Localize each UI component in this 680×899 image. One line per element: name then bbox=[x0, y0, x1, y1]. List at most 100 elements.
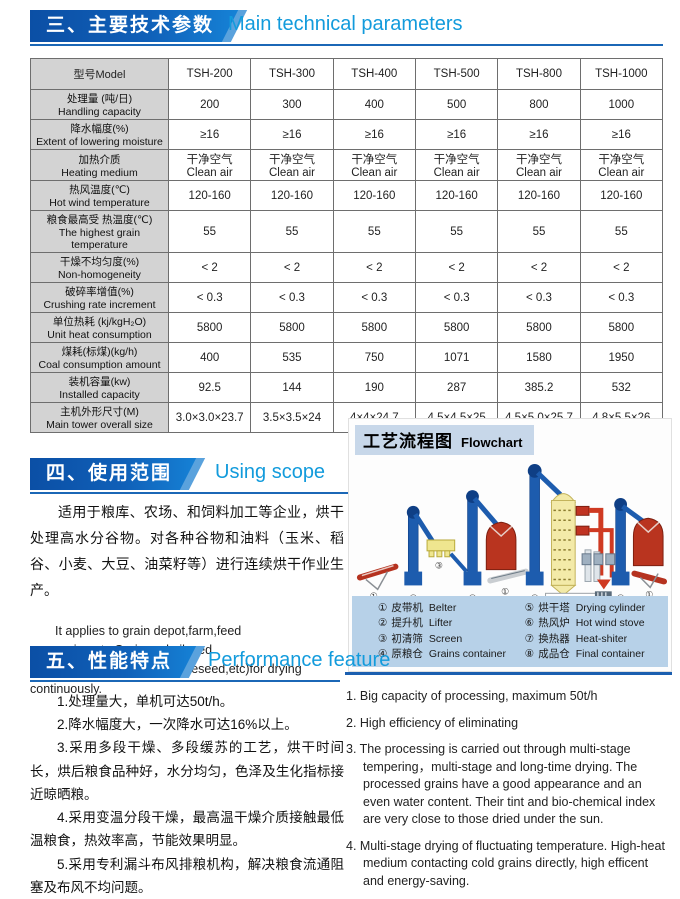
list-item: 4.采用变温分段干燥，最高温干燥介质接触最低温粮食，热效率高，节能效果明显。 bbox=[30, 810, 344, 849]
legend-item: ① 皮带机 Belter bbox=[378, 601, 525, 616]
table-cell: 1580 bbox=[497, 342, 581, 373]
legend-number: ② bbox=[378, 617, 388, 630]
row-label-en: Main tower overall size bbox=[46, 419, 153, 431]
flowchart-panel: 工艺流程图 Flowchart bbox=[348, 418, 672, 672]
table-cell: ≥16 bbox=[250, 119, 334, 150]
table-cell: < 2 bbox=[497, 252, 581, 283]
section-header-main-params: 三、主要技术参数 Main technical parameters bbox=[30, 10, 663, 46]
table-cell: 190 bbox=[332, 372, 416, 403]
legend-item: ② 提升机 Lifter bbox=[378, 616, 525, 631]
screen-icon bbox=[426, 539, 469, 573]
row-label-en: Unit heat consumption bbox=[47, 329, 152, 341]
row-label-zh: 干燥不均匀度(%) bbox=[59, 256, 140, 268]
table-cell: TSH-800 bbox=[497, 58, 581, 90]
row-label-en: Handling capacity bbox=[58, 106, 141, 118]
section-title-en: Main technical parameters bbox=[228, 13, 463, 35]
row-label-zh: 处理量 (吨/日) bbox=[66, 93, 133, 105]
section-banner: 四、使用范围 bbox=[30, 458, 202, 490]
table-row: 处理量 (吨/日) Handling capacity 200 300 400 500 80… bbox=[30, 89, 664, 120]
final-container-icon bbox=[631, 517, 668, 589]
table-cell: 5800 bbox=[332, 312, 416, 343]
list-item: 1.处理量大，单机可达50t/h。 bbox=[57, 694, 234, 709]
row-label: 处理量 (吨/日) Handling capacity bbox=[30, 89, 169, 120]
row-label: 降水幅度(%) Extent of lowering moisture bbox=[30, 119, 169, 150]
legend-number: ④ bbox=[378, 647, 388, 660]
legend-label-zh: 烘干塔 bbox=[538, 602, 570, 615]
legend-item: ④ 原粮仓 Grains container bbox=[378, 647, 525, 662]
row-label-en: The highest grain temperature bbox=[58, 227, 141, 251]
table-row: 单位热耗 (kj/kgH₂O) Unit heat consumption 5800… bbox=[30, 312, 664, 343]
table-cell: 55 bbox=[414, 210, 499, 253]
performance-list-zh: 1.处理量大，单机可达50t/h。 2.降水幅度大，一次降水可达16%以上。 3.采… bbox=[30, 690, 344, 899]
table-cell: 750 bbox=[332, 342, 416, 373]
drying-tower-icon bbox=[550, 493, 616, 596]
table-cell: ≥16 bbox=[332, 119, 416, 150]
section-title-en: Performance feature bbox=[208, 649, 391, 671]
row-label: 干燥不均匀度(%) Non-homogeneity bbox=[30, 252, 169, 283]
table-cell: 500 bbox=[414, 89, 499, 120]
table-cell: 干净空气 Clean air bbox=[167, 149, 252, 181]
row-label-en: Extent of lowering moisture bbox=[36, 136, 163, 148]
section-header-performance: 五、性能特点 Performance feature bbox=[30, 646, 390, 682]
flowchart-title-en: Flowchart bbox=[461, 435, 523, 450]
row-label-zh: 单位热耗 (kj/kgH₂O) bbox=[52, 316, 147, 328]
grains-container-icon bbox=[485, 521, 529, 584]
legend-item: ⑦ 换热器 Heat-shiter bbox=[525, 632, 664, 647]
legend-label-en: Lifter bbox=[428, 617, 453, 630]
row-label-en: Heating medium bbox=[61, 166, 138, 179]
table-cell: 5800 bbox=[250, 312, 334, 343]
table-cell: 120-160 bbox=[414, 180, 499, 211]
section-title-zh: 五、性能特点 bbox=[46, 651, 173, 672]
legend-label-zh: 换热器 bbox=[538, 632, 570, 645]
row-label-zh: 破碎率增值(%) bbox=[65, 286, 134, 298]
table-cell: 400 bbox=[332, 89, 416, 120]
table-cell: 92.5 bbox=[167, 372, 252, 403]
table-cell: 120-160 bbox=[167, 180, 252, 211]
table-cell: < 2 bbox=[414, 252, 499, 283]
table-cell: < 0.3 bbox=[414, 282, 499, 313]
list-item: 5.采用专利漏斗布风排粮机构，解决粮食流通阻塞及布风不均问题。 bbox=[30, 856, 344, 895]
legend-label-en: Drying cylinder bbox=[575, 602, 646, 615]
legend-label-en: Grains container bbox=[428, 647, 506, 660]
belt-conveyor-icon bbox=[356, 563, 399, 591]
table-cell: 3.5×3.5×24 bbox=[250, 402, 334, 433]
table-cell: 干净空气 Clean air bbox=[414, 149, 499, 181]
table-cell: 400 bbox=[167, 342, 252, 373]
legend-item: ⑤ 烘干塔 Drying cylinder bbox=[525, 601, 664, 616]
row-label: 装机容量(kw) Installed capacity bbox=[30, 372, 169, 403]
legend-label-zh: 初清筛 bbox=[391, 632, 423, 645]
legend-number: ⑧ bbox=[524, 647, 535, 660]
section-underline bbox=[30, 492, 352, 494]
section-header-using-scope: 四、使用范围 Using scope bbox=[30, 458, 352, 494]
table-cell: 144 bbox=[250, 372, 334, 403]
table-cell: 55 bbox=[332, 210, 416, 253]
table-cell: < 0.3 bbox=[332, 282, 416, 313]
table-cell: < 2 bbox=[167, 252, 252, 283]
section-title-zh: 四、使用范围 bbox=[46, 463, 173, 484]
table-cell: < 0.3 bbox=[497, 282, 581, 313]
table-cell: 800 bbox=[497, 89, 581, 120]
row-label-zh: 粮食最高受 热温度(℃) bbox=[46, 214, 153, 226]
table-cell: TSH-400 bbox=[332, 58, 416, 90]
table-cell: < 0.3 bbox=[167, 282, 252, 313]
table-row: 热风温度(℃) Hot wind temperature 120-160 120-16… bbox=[30, 180, 664, 211]
row-label-en: Installed capacity bbox=[59, 389, 140, 401]
flow-marker: ③ bbox=[435, 561, 443, 571]
table-cell: 120-160 bbox=[497, 180, 581, 211]
table-cell: < 2 bbox=[332, 252, 416, 283]
row-label-en: Non-homogeneity bbox=[58, 269, 141, 281]
performance-list-en: 1. Big capacity of processing, maximum 5… bbox=[346, 688, 672, 899]
table-cell: TSH-200 bbox=[167, 58, 252, 90]
table-cell: 1071 bbox=[414, 342, 499, 373]
list-item: 3.采用多段干燥、多段缓苏的工艺，烘干时间长，烘后粮食品种好，水分均匀，色泽及生… bbox=[30, 740, 344, 802]
table-row: 型号Model TSH-200 TSH-300 TSH-400 TSH-500 TSH-8… bbox=[30, 58, 664, 90]
table-cell: 120-160 bbox=[250, 180, 334, 211]
legend-item: ⑧ 成品仓 Final container bbox=[525, 647, 664, 662]
elevator-icon bbox=[404, 505, 436, 586]
row-label: 热风温度(℃) Hot wind temperature bbox=[30, 180, 169, 211]
legend-number: ⑦ bbox=[524, 632, 535, 645]
legend-label-en: Screen bbox=[428, 632, 463, 645]
table-row: 破碎率增值(%) Crushing rate increment < 0.3 < 0.… bbox=[30, 282, 664, 313]
table-row: 干燥不均匀度(%) Non-homogeneity < 2 < 2 < 2 < 2 < 2 <… bbox=[30, 252, 664, 283]
section-title-zh: 三、主要技术参数 bbox=[46, 15, 215, 36]
